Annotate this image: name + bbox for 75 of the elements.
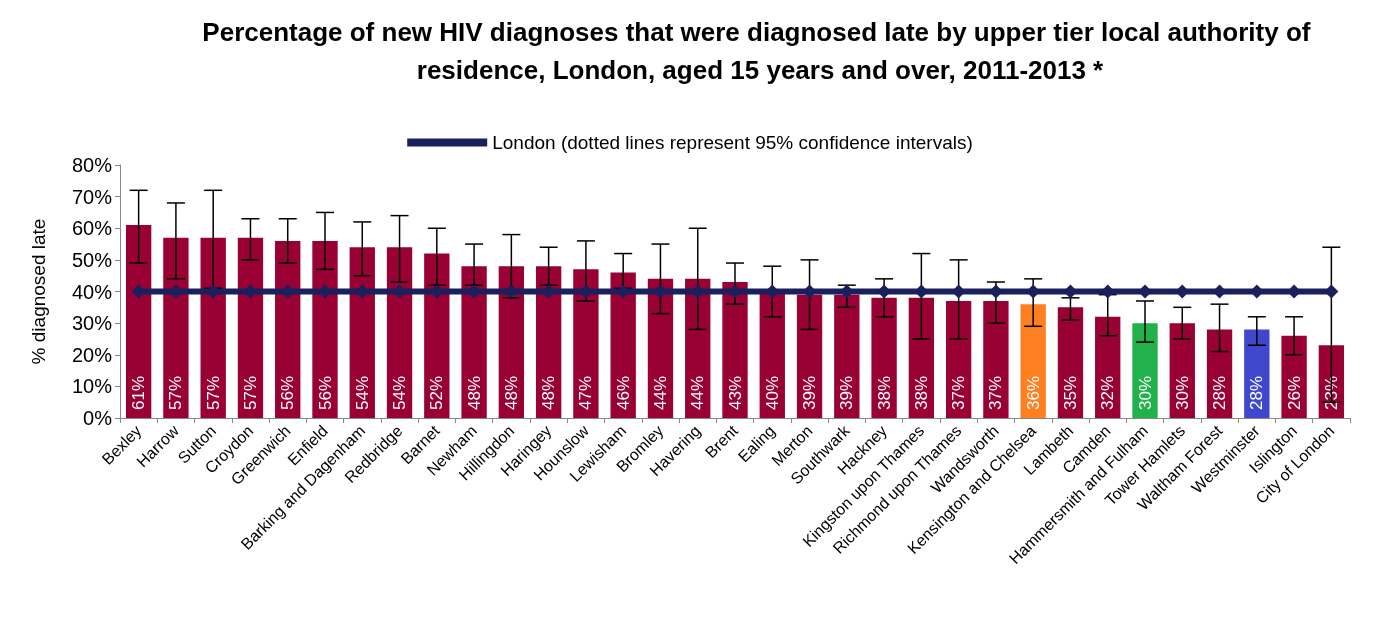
legend-label: London (dotted lines represent 95% confidence intervals) xyxy=(492,132,973,153)
y-tick-label: 70% xyxy=(71,185,113,208)
data-label: 57% xyxy=(203,375,223,410)
data-label: 38% xyxy=(874,375,894,410)
data-label: 39% xyxy=(837,375,857,410)
data-label: 47% xyxy=(576,375,596,410)
bar xyxy=(535,266,562,418)
y-tick-label: 80% xyxy=(71,154,113,176)
data-label: 57% xyxy=(166,375,186,410)
bar xyxy=(125,225,152,418)
data-label: 48% xyxy=(464,375,484,410)
y-tick-label: 60% xyxy=(71,217,113,240)
bar xyxy=(312,240,338,418)
data-label: 56% xyxy=(278,375,298,410)
bar xyxy=(1057,307,1084,418)
data-label: 30% xyxy=(1135,375,1155,410)
data-label: 46% xyxy=(613,375,633,410)
bar xyxy=(834,294,860,418)
data-label: 54% xyxy=(390,375,410,410)
y-axis-title: % diagnosed late xyxy=(28,218,49,365)
data-label: 30% xyxy=(1172,375,1192,410)
data-label: 28% xyxy=(1247,375,1267,410)
data-label: 48% xyxy=(501,375,521,410)
data-label: 44% xyxy=(650,375,670,410)
data-label: 26% xyxy=(1284,375,1304,410)
data-label: 61% xyxy=(129,375,149,410)
bar xyxy=(1244,329,1270,418)
bar xyxy=(1132,323,1158,418)
data-label: 39% xyxy=(800,375,820,410)
bar xyxy=(610,272,636,418)
data-label: 57% xyxy=(240,375,260,410)
data-label: 36% xyxy=(1023,375,1043,410)
data-label: 48% xyxy=(539,375,559,410)
data-label: 44% xyxy=(688,375,708,410)
data-label: 56% xyxy=(315,375,335,410)
data-label: 38% xyxy=(911,375,931,410)
bar xyxy=(983,300,1009,418)
chart-title: Percentage of new HIV diagnoses that were diagnosed late by upper tier local authority of residence, London, aged 15 years and over, 2011-2013 * xyxy=(202,17,1318,85)
bar xyxy=(200,237,226,418)
bar xyxy=(275,240,301,418)
bar xyxy=(1020,304,1046,418)
data-label: 35% xyxy=(1060,375,1080,410)
bar xyxy=(461,266,487,418)
y-tick-label: 50% xyxy=(71,248,113,271)
bar xyxy=(796,294,823,418)
bar xyxy=(573,269,599,418)
bar xyxy=(647,278,674,418)
data-label: 40% xyxy=(762,375,782,410)
y-tick-label: 20% xyxy=(71,343,113,366)
y-tick-label: 30% xyxy=(71,312,113,335)
bar xyxy=(1169,323,1195,418)
data-label: 32% xyxy=(1098,375,1118,410)
bar xyxy=(685,278,711,418)
data-label: 52% xyxy=(427,375,447,410)
y-tick-label: 10% xyxy=(71,375,113,398)
bar xyxy=(1281,335,1307,418)
bar xyxy=(908,297,935,418)
bar xyxy=(163,237,189,418)
data-label: 54% xyxy=(352,375,372,410)
data-label: 37% xyxy=(986,375,1006,410)
y-tick-label: 0% xyxy=(83,407,113,429)
data-label: 43% xyxy=(725,375,745,410)
bar xyxy=(945,300,972,418)
y-tick-label: 40% xyxy=(71,280,113,303)
bar xyxy=(722,282,748,418)
bar xyxy=(349,247,375,418)
bar xyxy=(1095,316,1121,418)
bar xyxy=(498,266,525,418)
bar xyxy=(386,247,413,418)
bar xyxy=(424,253,450,418)
data-label: 37% xyxy=(949,375,969,410)
bar xyxy=(237,237,264,418)
bar xyxy=(871,297,897,418)
data-label: 28% xyxy=(1210,375,1230,410)
bar xyxy=(1206,329,1233,418)
